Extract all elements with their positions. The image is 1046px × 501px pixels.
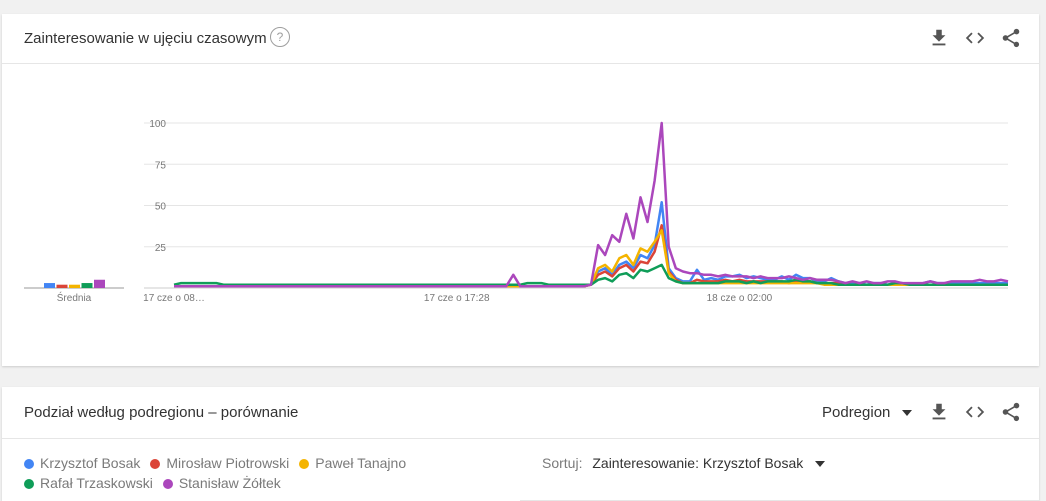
embed-code-icon[interactable] <box>964 27 986 49</box>
sort-dropdown-value: Zainteresowanie: Krzysztof Bosak <box>592 455 804 471</box>
legend-item[interactable]: Krzysztof Bosak <box>24 453 140 473</box>
legend-color-dot <box>299 459 310 469</box>
y-tick-label: 75 <box>155 160 167 171</box>
average-bar <box>81 283 93 288</box>
card-header: Zainteresowanie w ujęciu czasowym ? <box>2 14 1039 64</box>
card-title: Podział według podregionu – porównanie <box>24 404 299 421</box>
y-tick-label: 100 <box>149 119 166 130</box>
help-circle-icon[interactable]: ? <box>270 27 290 47</box>
series-line <box>174 224 1008 288</box>
grid-layer <box>24 122 1008 289</box>
embed-code-icon[interactable] <box>964 401 986 423</box>
legend-color-dot <box>150 459 161 469</box>
region-dropdown-label: Podregion <box>822 404 891 421</box>
average-bar <box>94 279 105 288</box>
legend-label: Paweł Tanajno <box>315 455 407 471</box>
x-tick-label: 17 cze o 17:28 <box>424 293 490 304</box>
y-tick-label: 50 <box>155 202 167 213</box>
average-bar <box>69 284 80 288</box>
legend-label: Stanisław Żółtek <box>178 475 281 491</box>
average-bar <box>56 284 68 288</box>
card-header: Podział według podregionu – porównanie P… <box>2 387 1039 439</box>
subregion-comparison-card: Podział według podregionu – porównanie P… <box>2 387 1039 501</box>
download-icon[interactable] <box>928 27 950 49</box>
legend-color-dot <box>24 459 34 469</box>
x-tick-label: 18 cze o 02:00 <box>707 293 773 304</box>
series-lines-layer <box>173 121 1009 288</box>
series-line <box>174 200 1008 288</box>
sort-control: Sortuj: Zainteresowanie: Krzysztof Bosak <box>542 455 826 471</box>
average-label: Średnia <box>57 291 92 304</box>
legend-label: Krzysztof Bosak <box>40 455 141 471</box>
sort-label: Sortuj: <box>542 455 583 471</box>
legend-item[interactable]: Rafał Trzaskowski <box>24 473 153 493</box>
region-dropdown[interactable]: Podregion <box>822 404 913 421</box>
legend-color-dot <box>162 479 173 489</box>
series-line <box>174 121 1009 288</box>
legend-label: Mirosław Piotrowski <box>166 455 290 471</box>
legend-label: Rafał Trzaskowski <box>40 475 153 491</box>
download-icon[interactable] <box>928 401 950 423</box>
y-tick-label: 25 <box>155 243 167 254</box>
legend-item[interactable]: Stanisław Żółtek <box>162 473 281 493</box>
axis-labels-layer: 25 50 75 100 17 cze o 08… 17 cze o 17:28 18 cz… <box>57 119 773 304</box>
legend-item[interactable]: Paweł Tanajno <box>299 453 406 473</box>
share-icon[interactable] <box>1000 27 1022 49</box>
share-icon[interactable] <box>1000 401 1022 423</box>
card-title: Zainteresowanie w ujęciu czasowym <box>24 30 267 47</box>
series-legend: Krzysztof Bosak Mirosław Piotrowski Paweł … <box>24 453 444 493</box>
average-bar <box>44 283 55 288</box>
legend-color-dot <box>24 479 34 489</box>
x-tick-label: 17 cze o 08… <box>143 293 205 304</box>
chevron-down-icon <box>815 461 826 468</box>
line-chart: 25 50 75 100 17 cze o 08… 17 cze o 17:28 18 cz… <box>24 119 1009 304</box>
chevron-down-icon <box>902 410 913 417</box>
interest-over-time-card: Zainteresowanie w ujęciu czasowym ? 25 50… <box>2 14 1039 366</box>
legend-item[interactable]: Mirosław Piotrowski <box>150 453 289 473</box>
sort-dropdown[interactable]: Zainteresowanie: Krzysztof Bosak <box>592 455 826 471</box>
average-bars-layer <box>44 279 105 288</box>
